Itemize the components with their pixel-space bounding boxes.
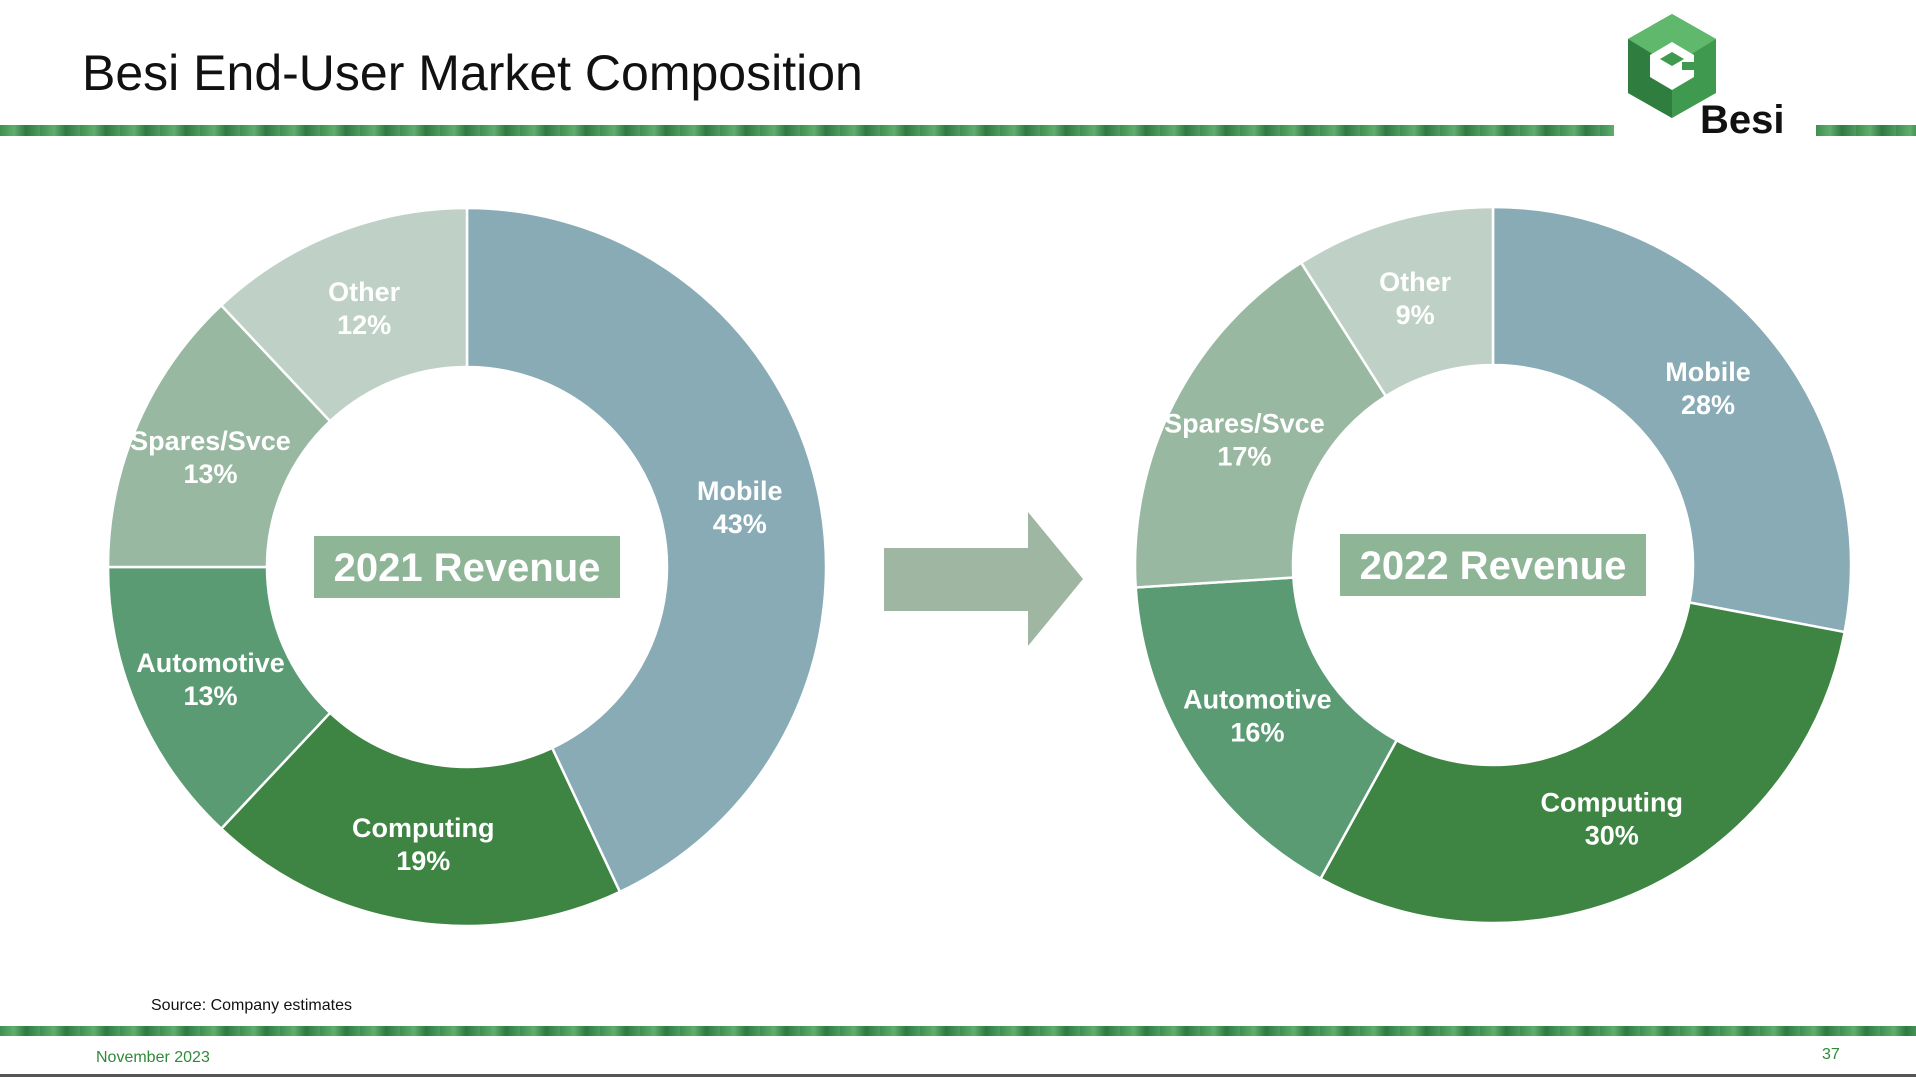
footer-rule bbox=[0, 1074, 1916, 1077]
slice-label-other: Other bbox=[328, 277, 401, 307]
slice-mobile bbox=[465, 206, 828, 894]
center-label-box bbox=[314, 536, 620, 598]
besi-logo-icon bbox=[1628, 14, 1716, 118]
center-label-box bbox=[1340, 534, 1646, 596]
slice-label-spares-svce: Spares/Svce bbox=[130, 426, 291, 456]
slice-label-computing: Computing bbox=[1541, 787, 1683, 817]
slice-value-computing: 19% bbox=[396, 846, 450, 876]
header-band-left bbox=[0, 125, 1614, 136]
footer-date: November 2023 bbox=[96, 1049, 210, 1066]
slice-label-computing: Computing bbox=[352, 813, 494, 843]
page-number: 37 bbox=[1822, 1046, 1840, 1063]
besi-logo-text: Besi bbox=[1700, 98, 1785, 142]
market-composition-chart: Mobile43%Computing19%Automotive13%Spares… bbox=[106, 205, 1853, 928]
slice-automotive bbox=[106, 565, 332, 831]
footer-band bbox=[0, 1026, 1916, 1036]
source-note: Source: Company estimates bbox=[151, 997, 352, 1014]
slice-label-automotive: Automotive bbox=[136, 648, 285, 678]
slice-other bbox=[219, 206, 469, 423]
donut-chart-1: Mobile43%Computing19%Automotive13%Spares… bbox=[106, 206, 828, 928]
center-label: 2021 Revenue bbox=[334, 546, 601, 590]
center-label: 2022 Revenue bbox=[1360, 544, 1627, 588]
slice-other bbox=[1299, 205, 1495, 398]
slice-label-mobile: Mobile bbox=[697, 476, 783, 506]
slice-value-automotive: 13% bbox=[183, 681, 237, 711]
slice-label-other: Other bbox=[1379, 267, 1452, 297]
slice-label-spares-svce: Spares/Svce bbox=[1164, 408, 1325, 438]
slice-value-spares-svce: 13% bbox=[183, 459, 237, 489]
slice-automotive bbox=[1134, 576, 1399, 881]
slice-value-mobile: 28% bbox=[1681, 390, 1735, 420]
slice-value-other: 12% bbox=[337, 310, 391, 340]
slice-value-automotive: 16% bbox=[1230, 717, 1284, 747]
slice-label-mobile: Mobile bbox=[1665, 357, 1751, 387]
slice-spares-svce bbox=[106, 303, 332, 569]
page-title: Besi End-User Market Composition bbox=[82, 45, 863, 101]
slice-value-spares-svce: 17% bbox=[1217, 441, 1271, 471]
slice-value-other: 9% bbox=[1396, 300, 1435, 330]
right-arrow-icon bbox=[884, 512, 1083, 646]
slice-spares-svce bbox=[1133, 261, 1388, 589]
slice-value-mobile: 43% bbox=[713, 509, 767, 539]
slice-computing bbox=[1318, 601, 1847, 925]
slice-value-computing: 30% bbox=[1585, 820, 1639, 850]
slice-label-automotive: Automotive bbox=[1183, 684, 1332, 714]
header-band-right bbox=[1816, 125, 1916, 136]
slice-mobile bbox=[1491, 205, 1853, 634]
slice-computing bbox=[219, 711, 622, 928]
